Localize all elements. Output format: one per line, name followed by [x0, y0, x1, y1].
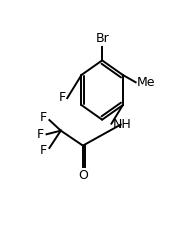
Text: Me: Me: [137, 76, 155, 89]
Text: F: F: [39, 111, 46, 124]
Text: F: F: [59, 91, 66, 104]
Text: NH: NH: [113, 118, 131, 131]
Text: F: F: [39, 144, 46, 157]
Text: Br: Br: [95, 32, 109, 45]
Text: F: F: [36, 128, 43, 141]
Text: O: O: [78, 169, 88, 182]
